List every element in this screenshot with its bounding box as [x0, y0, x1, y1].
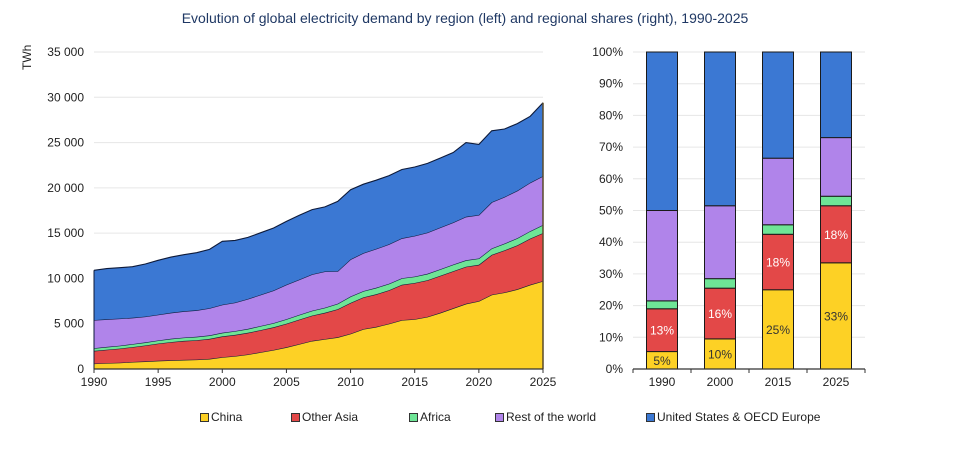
- chart-title: Evolution of global electricity demand b…: [181, 10, 749, 26]
- data-label-other-asia-2025: 18%: [824, 228, 848, 242]
- area-chart-demand: 0 5 000 10 000 15 000 20 000 25 000 30 000 35 0…: [20, 45, 557, 389]
- y-tick-label: 40%: [599, 235, 623, 249]
- legend-label: Africa: [420, 410, 451, 424]
- bar-africa-1990: [646, 300, 678, 310]
- bar-rest-of-the-world-1990: [646, 210, 678, 302]
- bar-united-states-and-oecd-europe-2015: [762, 51, 794, 159]
- x-tick-label: 2025: [823, 375, 850, 389]
- area-edge-united-states-and-oecd-europe: [93, 102, 544, 271]
- legend-swatch: [200, 412, 209, 422]
- y-tick-label: 0: [77, 362, 84, 376]
- y-tick-label: 30%: [599, 267, 623, 281]
- bar-united-states-and-oecd-europe-2025: [820, 51, 852, 139]
- legend-item-other-asia: Other Asia: [291, 410, 358, 424]
- y-tick-label: 35 000: [47, 45, 84, 59]
- bar-chart-shares: 0% 10% 20% 30% 40% 50% 60% 70% 80% 90% 100% 5% 13% 10…: [592, 45, 866, 389]
- y-tick-label: 5 000: [54, 317, 84, 331]
- y-tick-label: 100%: [592, 45, 623, 59]
- legend-label: China: [211, 410, 243, 424]
- data-label-other-asia-1990: 13%: [650, 324, 674, 338]
- bar-united-states-and-oecd-europe-2000: [704, 51, 736, 207]
- bar-other-asia-1990: [646, 308, 678, 353]
- data-label-china-2015: 25%: [766, 323, 790, 337]
- legend-swatch: [495, 412, 504, 422]
- bar-africa-2015: [762, 224, 794, 235]
- bar-rest-of-the-world-2015: [762, 157, 794, 226]
- y-tick-label: 80%: [599, 108, 623, 122]
- legend-swatch: [291, 412, 300, 422]
- bar-africa-2000: [704, 278, 736, 289]
- x-tick-label: 1990: [649, 375, 676, 389]
- x-tick-label: 2025: [530, 375, 557, 389]
- area-china: [94, 281, 543, 369]
- y-tick-label: 90%: [599, 77, 623, 91]
- y-tick-label: 70%: [599, 140, 623, 154]
- y-tick-label: 0%: [606, 362, 624, 376]
- x-tick-label: 2005: [273, 375, 300, 389]
- x-tick-label: 1990: [81, 375, 108, 389]
- y-tick-label: 50%: [599, 204, 623, 218]
- x-tick-label: 2015: [401, 375, 428, 389]
- y-tick-label: 20 000: [47, 181, 84, 195]
- y-tick-label: 30 000: [47, 90, 84, 104]
- area-rest-of-the-world: [94, 176, 543, 349]
- area-other-asia: [94, 233, 543, 364]
- area-united-states-and-oecd-europe: [94, 102, 543, 321]
- bar-rest-of-the-world-2000: [704, 205, 736, 280]
- legend-swatch: [409, 412, 418, 422]
- legend-label: Rest of the world: [506, 410, 597, 424]
- data-label-china-2025: 33%: [824, 309, 848, 323]
- y-tick-label: 20%: [599, 299, 623, 313]
- legend-label: Other Asia: [302, 410, 359, 424]
- data-label-other-asia-2000: 16%: [708, 307, 732, 321]
- x-tick-label: 2000: [209, 375, 236, 389]
- y-tick-label: 10 000: [47, 271, 84, 285]
- x-tick-label: 2020: [466, 375, 493, 389]
- bar-other-asia-2015: [762, 233, 794, 291]
- bar-rest-of-the-world-2025: [820, 137, 852, 197]
- legend-item-united-states-and-oecd-europe: United States & OECD Europe: [646, 410, 820, 424]
- data-label-other-asia-2015: 18%: [766, 256, 790, 270]
- legend-swatch: [646, 412, 655, 422]
- legend-item-china: China: [200, 410, 242, 424]
- data-label-china-1990: 5%: [653, 354, 671, 368]
- x-tick-label: 2010: [337, 375, 364, 389]
- y-tick-label: 15 000: [47, 226, 84, 240]
- legend-item-rest-of-the-world: Rest of the world: [495, 410, 596, 424]
- bar-china-2025: [820, 262, 852, 370]
- y-axis-label: TWh: [20, 45, 34, 70]
- legend-item-africa: Africa: [409, 410, 451, 424]
- y-tick-label: 60%: [599, 172, 623, 186]
- bar-united-states-and-oecd-europe-1990: [646, 51, 678, 211]
- legend: China Other Asia Africa Rest of the world Un…: [0, 410, 953, 428]
- bar-other-asia-2000: [704, 287, 736, 340]
- x-tick-label: 2000: [707, 375, 734, 389]
- y-tick-label: 10%: [599, 330, 623, 344]
- y-tick-label: 25 000: [47, 136, 84, 150]
- data-label-china-2000: 10%: [708, 347, 732, 361]
- x-tick-label: 1995: [145, 375, 172, 389]
- x-tick-label: 2015: [765, 375, 792, 389]
- legend-label: United States & OECD Europe: [657, 410, 821, 424]
- bar-africa-2025: [820, 195, 852, 207]
- bar-china-2000: [704, 338, 736, 370]
